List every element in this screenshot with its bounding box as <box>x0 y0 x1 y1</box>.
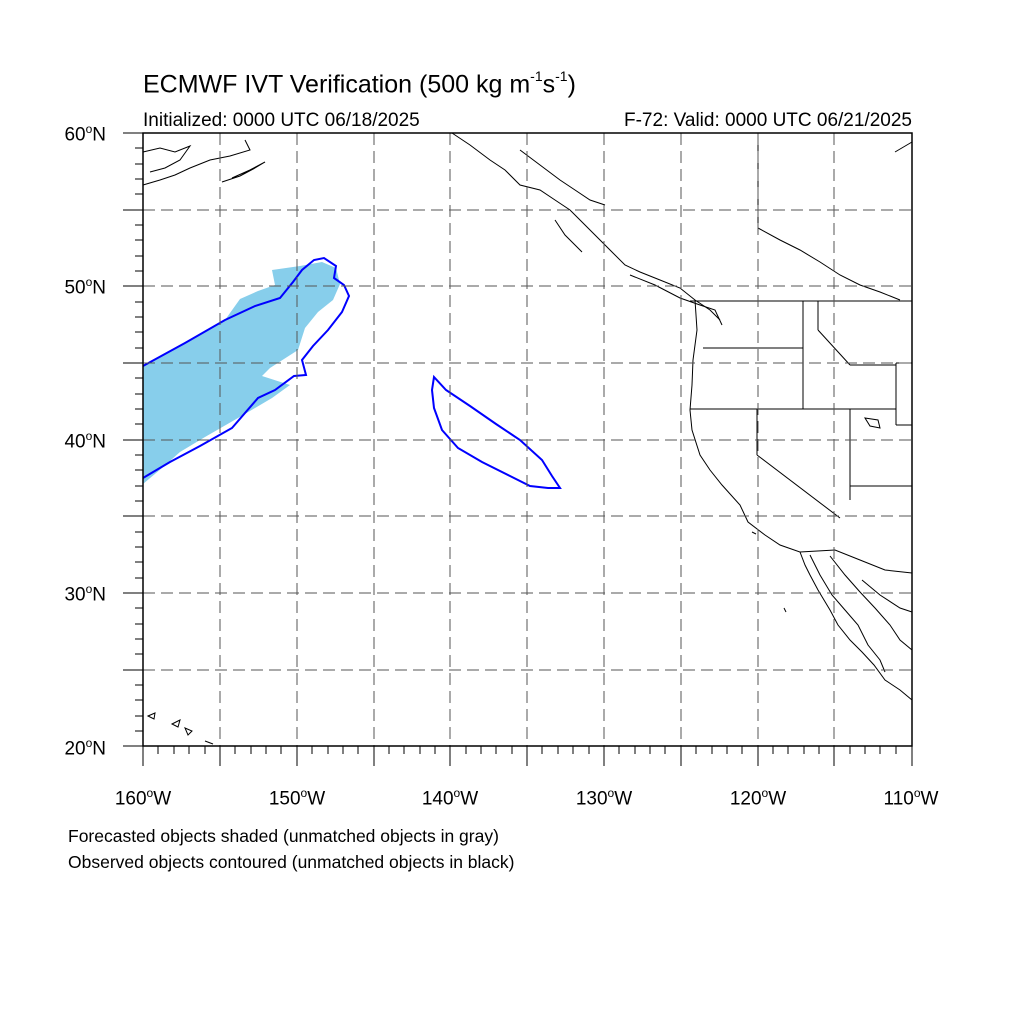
axis-ticks <box>123 132 913 766</box>
forecast-object-shaded <box>143 262 340 484</box>
legend-observed-note: Observed objects contoured (unmatched ob… <box>68 852 515 872</box>
lon-label-160w: 160oW <box>114 786 172 810</box>
valid-time-label: F-72: Valid: 0000 UTC 06/21/2025 <box>624 110 912 131</box>
legend-forecast-note: Forecasted objects shaded (unmatched obj… <box>68 826 499 846</box>
lat-label-30: 30oN <box>64 582 106 606</box>
initialized-label: Initialized: 0000 UTC 06/18/2025 <box>143 110 420 131</box>
lon-label-130w: 130oW <box>575 786 633 810</box>
political-borders <box>690 133 913 574</box>
lat-label-40: 40oN <box>64 429 106 453</box>
map-title: ECMWF IVT Verification (500 kg m-1s-1) <box>143 68 576 99</box>
lat-label-60: 60oN <box>64 122 106 146</box>
coastlines <box>142 132 913 745</box>
graticule <box>143 133 912 746</box>
lat-label-50: 50oN <box>64 275 106 299</box>
observed-object-contour-west <box>142 256 351 479</box>
lat-label-20: 20oN <box>64 736 106 760</box>
lon-label-110w: 110oW <box>883 786 939 810</box>
lon-label-120w: 120oW <box>729 786 787 810</box>
lon-label-150w: 150oW <box>268 786 326 810</box>
lon-label-140w: 140oW <box>421 786 479 810</box>
observed-object-contour-central <box>430 374 562 489</box>
